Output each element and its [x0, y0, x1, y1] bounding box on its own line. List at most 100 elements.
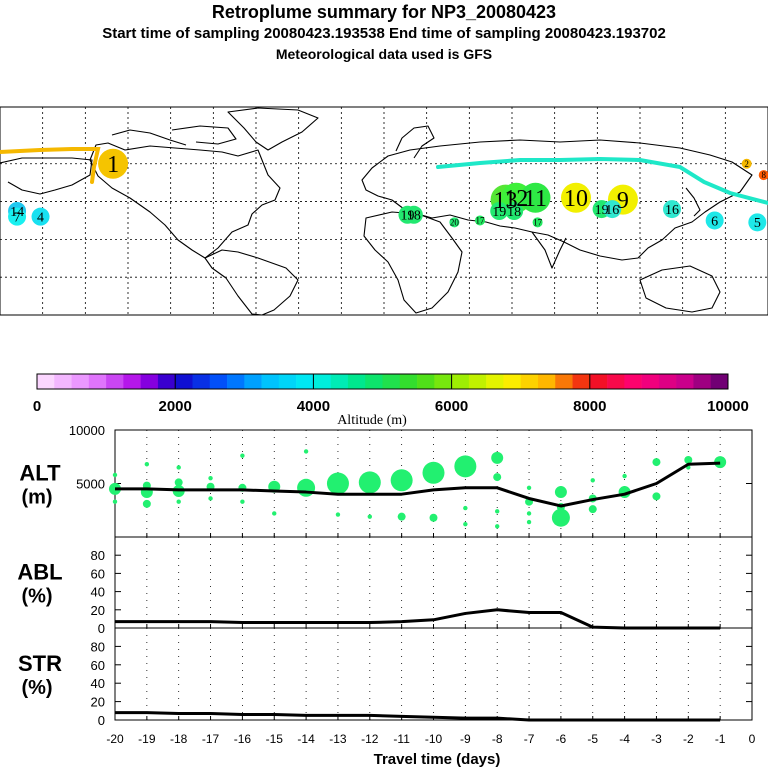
altitude-bubble [588, 505, 597, 514]
plume-label: 4 [37, 211, 44, 226]
colorbar-cell [676, 374, 694, 389]
plume-label: 10 [564, 186, 588, 212]
x-tick-label: -3 [651, 732, 662, 746]
altitude-bubble [297, 478, 316, 497]
coast-australia [639, 265, 721, 313]
plume-label: 7 [14, 211, 21, 226]
x-tick-label: -2 [683, 732, 694, 746]
y-axis-title: ALT [19, 461, 61, 486]
altitude-bubble [622, 473, 627, 479]
x-tick-label: -20 [106, 732, 124, 746]
altitude-bubble [390, 469, 413, 492]
altitude-bubble [422, 461, 445, 484]
series-line-str [115, 711, 721, 722]
colorbar-cell [658, 374, 677, 389]
altitude-bubble [493, 473, 502, 482]
colorbar-cell [555, 374, 573, 389]
colorbar-cell [572, 374, 591, 389]
altitude-bubble [652, 458, 661, 467]
plume-centroid [758, 170, 768, 181]
altitude-bubble [144, 462, 150, 467]
plume-label: 14 [10, 205, 24, 220]
plume-label: 20 [450, 217, 460, 227]
plume-label: 19 [595, 203, 609, 218]
colorbar-cell [417, 374, 435, 389]
altitude-bubble [491, 451, 504, 464]
x-tick-label: -12 [361, 732, 379, 746]
plume-centroid [490, 202, 509, 220]
x-tick-label: -10 [425, 732, 443, 746]
colorbar-cell [624, 374, 642, 389]
altitude-bubble [526, 511, 532, 516]
y-tick-label: 20 [91, 603, 105, 618]
plume-centroid [603, 200, 622, 219]
altitude-bubble [463, 505, 468, 511]
altitude-bubble [326, 472, 349, 495]
map-gridlines [0, 107, 768, 315]
colorbar-cell [641, 374, 660, 389]
altitude-colorbar: 0 2000 4000 6000 8000 10000 Altitude (m) [33, 373, 749, 428]
altitude-bubble [208, 496, 213, 501]
plume-centroid [98, 148, 129, 179]
altitude-bubble [112, 499, 118, 504]
colorbar-cell [227, 374, 245, 389]
colorbar-tick-label: 6000 [435, 398, 468, 415]
colorbar-cell [209, 374, 228, 389]
y-axis-title: STR [18, 651, 62, 676]
y-tick-label: 80 [91, 639, 105, 654]
plume-centroid [520, 182, 551, 213]
coast-north-america [89, 142, 281, 259]
altitude-bubble [176, 465, 181, 470]
plume-centroid [475, 215, 485, 226]
colorbar-cell [434, 374, 452, 389]
y-axis-unit: (m) [21, 487, 52, 509]
plume-label: 18 [407, 209, 421, 224]
x-tick-label: -4 [619, 732, 630, 746]
panel-str: 0 20 40 60 80 STR(%) [18, 627, 753, 728]
colorbar-cell [520, 374, 539, 389]
colorbar-cell [123, 374, 141, 389]
colorbar-tick-label: 10000 [707, 398, 749, 415]
x-tick-label: -18 [170, 732, 188, 746]
altitude-bubble [429, 513, 438, 522]
x-tick-label: -6 [556, 732, 567, 746]
colorbar-cell [330, 374, 349, 389]
plume-label: 13 [494, 188, 518, 214]
altitude-bubble [684, 455, 693, 464]
x-tick-label: -8 [492, 732, 503, 746]
colorbar-cell [382, 374, 401, 389]
colorbar-cell [88, 374, 107, 389]
y-tick-label: 60 [91, 658, 105, 673]
colorbar-tick-label: 8000 [573, 398, 606, 415]
y-tick-label: 60 [91, 566, 105, 581]
plume-label: 19 [492, 205, 506, 220]
x-tick-label: -9 [460, 732, 471, 746]
colorbar-tick-label: 2000 [159, 398, 192, 415]
coast-south-america [204, 249, 299, 316]
x-tick-label: -19 [138, 732, 156, 746]
y-tick-label: 0 [98, 621, 105, 636]
colorbar-cell [175, 374, 193, 389]
colorbar-cell [244, 374, 262, 389]
colorbar-cell [347, 374, 366, 389]
plume-centroid [8, 207, 27, 226]
colorbar-cell [313, 374, 331, 389]
plume-tracks [0, 147, 768, 205]
track-orange [0, 147, 101, 184]
altitude-bubble [397, 512, 406, 521]
plume-label: 11 [524, 186, 547, 212]
x-tick-label: -1 [715, 732, 726, 746]
plume-centroid [561, 182, 591, 213]
x-tick-label: -16 [234, 732, 252, 746]
x-axis: -20 -19 -18 -17 -16 -15 -14 -13 -12 -11 -10 -9 -8 -7-… [106, 732, 755, 768]
x-tick-label: 0 [749, 732, 756, 746]
x-tick-label: -7 [524, 732, 535, 746]
met-data-label: Meteorological data used is GFS [275, 46, 493, 62]
colorbar-cell [71, 374, 90, 389]
altitude-bubble [554, 486, 567, 499]
colorbar-cell [503, 374, 521, 389]
coast-europe-asia [361, 139, 753, 261]
panel-alt: 5000 10000 ALT(m) [19, 423, 753, 538]
